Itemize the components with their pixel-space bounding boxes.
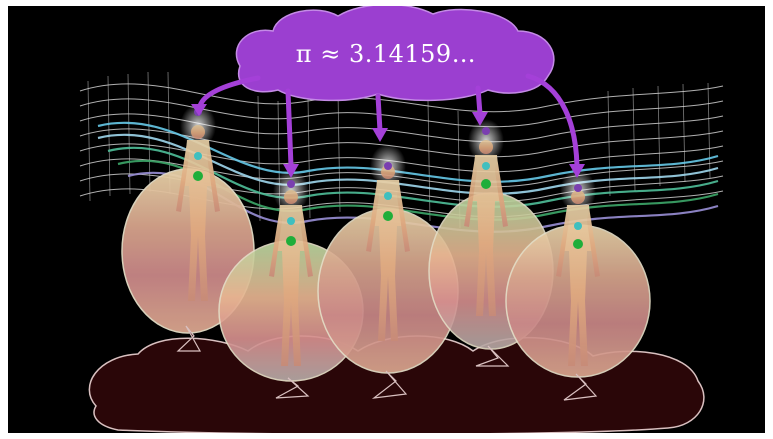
ground-roots — [176, 325, 598, 401]
pi-cloud — [235, 6, 555, 102]
aura-eggs — [121, 168, 651, 382]
human-figures — [176, 104, 600, 366]
arrow-heads — [191, 104, 585, 178]
illustration-svg — [79, 6, 724, 433]
illustration-canvas: π ≈ 3.14159… — [8, 6, 765, 433]
wave-mesh-verticals — [87, 71, 711, 229]
cloud-arrows — [197, 73, 580, 169]
chakra-points — [193, 108, 583, 249]
pi-formula-text: π ≈ 3.14159… — [295, 40, 477, 68]
